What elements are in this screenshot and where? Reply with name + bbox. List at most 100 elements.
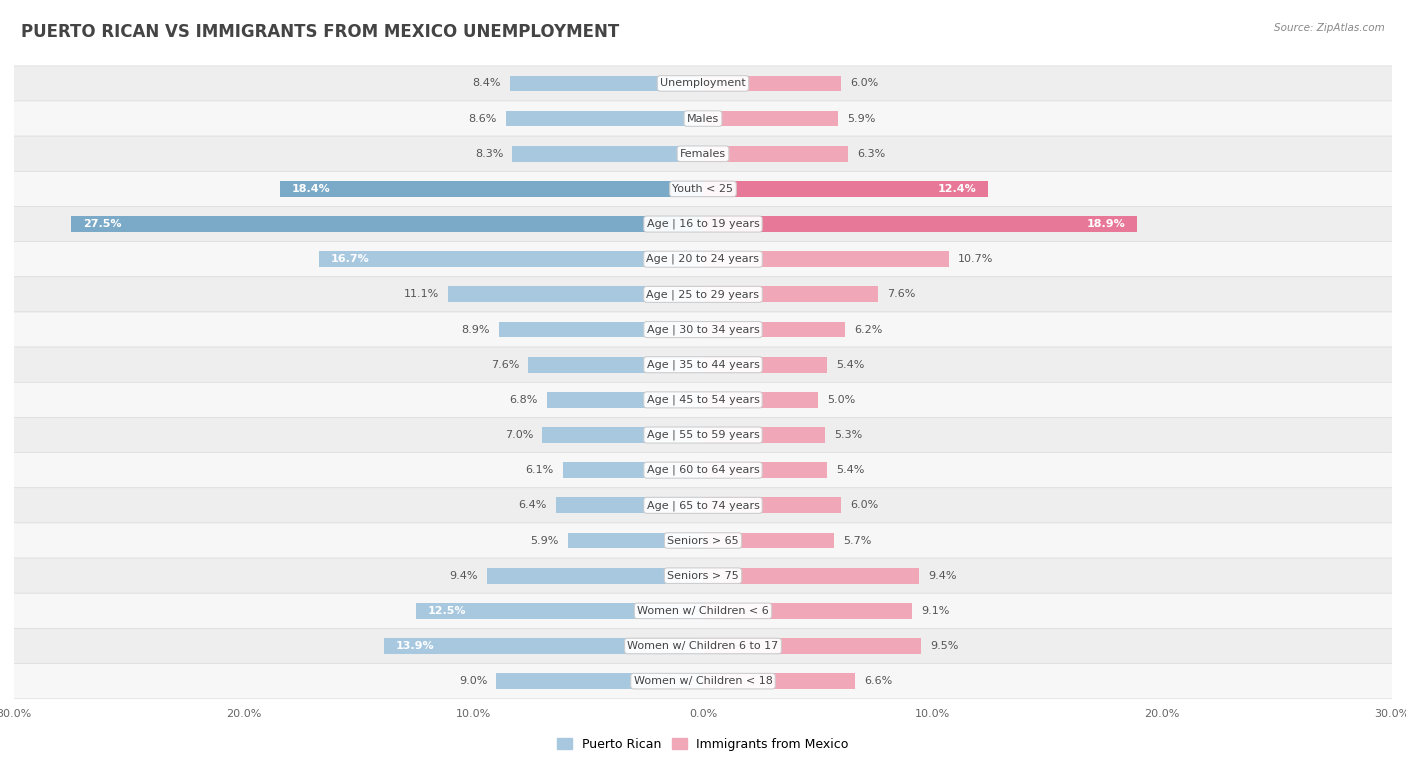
Text: 7.6%: 7.6% [887,289,915,299]
Text: 6.2%: 6.2% [855,325,883,335]
Bar [703,146,848,162]
Bar [555,497,703,513]
Bar [703,427,825,443]
Bar [703,76,841,92]
Text: Women w/ Children 6 to 17: Women w/ Children 6 to 17 [627,641,779,651]
Bar [547,392,703,408]
Bar [384,638,703,654]
Bar [703,463,827,478]
Text: 27.5%: 27.5% [83,219,121,229]
FancyBboxPatch shape [14,66,1392,101]
Bar [703,497,841,513]
Bar [703,357,827,372]
Bar [510,76,703,92]
Text: Unemployment: Unemployment [661,79,745,89]
Bar [703,251,949,267]
Text: 6.0%: 6.0% [851,500,879,510]
Bar [703,286,877,302]
Text: PUERTO RICAN VS IMMIGRANTS FROM MEXICO UNEMPLOYMENT: PUERTO RICAN VS IMMIGRANTS FROM MEXICO U… [21,23,619,41]
Text: 8.9%: 8.9% [461,325,489,335]
Text: Age | 65 to 74 years: Age | 65 to 74 years [647,500,759,511]
FancyBboxPatch shape [14,277,1392,312]
Bar [703,322,845,338]
Text: Age | 25 to 29 years: Age | 25 to 29 years [647,289,759,300]
Bar [499,322,703,338]
Bar [703,217,1137,232]
Text: Males: Males [688,114,718,123]
Bar [568,533,703,548]
Text: 18.9%: 18.9% [1087,219,1126,229]
Text: Source: ZipAtlas.com: Source: ZipAtlas.com [1274,23,1385,33]
Text: 12.4%: 12.4% [938,184,976,194]
Text: 5.3%: 5.3% [834,430,862,440]
Bar [703,392,818,408]
Text: 6.1%: 6.1% [526,466,554,475]
Text: 6.8%: 6.8% [509,395,537,405]
FancyBboxPatch shape [14,593,1392,628]
Text: 9.4%: 9.4% [928,571,956,581]
Bar [512,146,703,162]
FancyBboxPatch shape [14,628,1392,664]
Text: 9.0%: 9.0% [458,676,486,686]
Text: 5.4%: 5.4% [837,466,865,475]
FancyBboxPatch shape [14,347,1392,382]
Text: 12.5%: 12.5% [427,606,465,616]
FancyBboxPatch shape [14,488,1392,523]
Text: 11.1%: 11.1% [404,289,439,299]
Bar [703,181,988,197]
Text: 5.4%: 5.4% [837,360,865,369]
Text: Age | 55 to 59 years: Age | 55 to 59 years [647,430,759,441]
Text: 13.9%: 13.9% [395,641,434,651]
FancyBboxPatch shape [14,241,1392,277]
Bar [319,251,703,267]
Bar [703,111,838,126]
Text: Women w/ Children < 6: Women w/ Children < 6 [637,606,769,616]
Text: 9.1%: 9.1% [921,606,949,616]
Text: 8.4%: 8.4% [472,79,501,89]
Text: Females: Females [681,148,725,159]
Bar [703,673,855,689]
Text: Age | 60 to 64 years: Age | 60 to 64 years [647,465,759,475]
Text: 9.4%: 9.4% [450,571,478,581]
Text: Youth < 25: Youth < 25 [672,184,734,194]
Text: 7.6%: 7.6% [491,360,519,369]
Text: Age | 35 to 44 years: Age | 35 to 44 years [647,360,759,370]
Bar [506,111,703,126]
Text: 5.9%: 5.9% [530,535,558,546]
Bar [529,357,703,372]
Text: Seniors > 75: Seniors > 75 [666,571,740,581]
Text: Women w/ Children < 18: Women w/ Children < 18 [634,676,772,686]
Text: 5.9%: 5.9% [848,114,876,123]
Bar [703,533,834,548]
Text: 9.5%: 9.5% [931,641,959,651]
Text: 8.3%: 8.3% [475,148,503,159]
FancyBboxPatch shape [14,453,1392,488]
Text: 8.6%: 8.6% [468,114,496,123]
Text: Age | 30 to 34 years: Age | 30 to 34 years [647,324,759,335]
FancyBboxPatch shape [14,558,1392,593]
Text: Age | 20 to 24 years: Age | 20 to 24 years [647,254,759,264]
Bar [416,603,703,618]
Text: 16.7%: 16.7% [330,254,370,264]
FancyBboxPatch shape [14,312,1392,347]
Bar [496,673,703,689]
Text: 5.7%: 5.7% [844,535,872,546]
Bar [703,603,912,618]
FancyBboxPatch shape [14,664,1392,699]
Text: 6.3%: 6.3% [856,148,886,159]
FancyBboxPatch shape [14,101,1392,136]
Bar [72,217,703,232]
FancyBboxPatch shape [14,382,1392,417]
Bar [280,181,703,197]
Text: 10.7%: 10.7% [957,254,993,264]
Text: Age | 45 to 54 years: Age | 45 to 54 years [647,394,759,405]
FancyBboxPatch shape [14,207,1392,241]
Bar [562,463,703,478]
Bar [449,286,703,302]
FancyBboxPatch shape [14,136,1392,171]
Text: 18.4%: 18.4% [292,184,330,194]
Bar [703,568,920,584]
Text: 5.0%: 5.0% [827,395,855,405]
FancyBboxPatch shape [14,417,1392,453]
Text: 6.6%: 6.6% [863,676,891,686]
